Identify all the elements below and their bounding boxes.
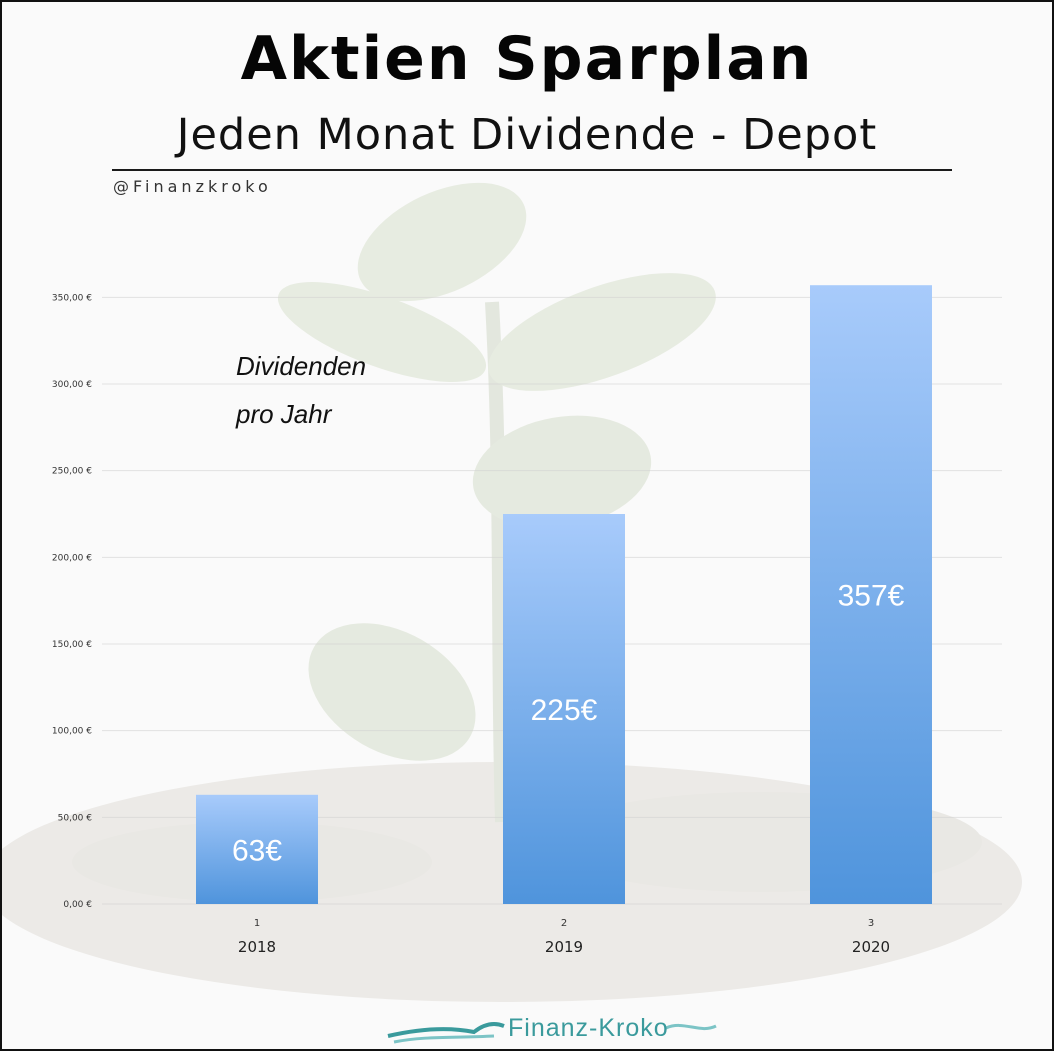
chart-annotation: Dividenden pro Jahr	[236, 342, 366, 438]
y-tick-label: 300,00 €	[52, 380, 92, 390]
x-category-label: 2020	[852, 938, 890, 956]
bar-value-label: 63€	[232, 834, 282, 867]
annotation-line-2: pro Jahr	[236, 399, 332, 429]
logo-text: Finanz-Kroko	[508, 1014, 669, 1042]
x-category-label: 2019	[545, 938, 583, 956]
bar-value-label: 357€	[838, 580, 905, 613]
label-layer: 0,00 € 50,00 € 100,00 € 150,00 € 200,00 € 250…	[52, 293, 905, 956]
author-handle: @Finanzkroko	[113, 177, 272, 196]
y-tick-label: 50,00 €	[58, 813, 93, 823]
x-index-label: 1	[254, 918, 260, 929]
x-index-label: 3	[868, 918, 874, 929]
y-tick-label: 200,00 €	[52, 553, 92, 563]
y-tick-label: 100,00 €	[52, 727, 92, 737]
y-tick-label: 0,00 €	[63, 900, 92, 910]
page-subtitle: Jeden Monat Dividende - Depot	[176, 110, 878, 160]
bar	[810, 285, 932, 904]
bar-value-label: 225€	[531, 694, 598, 727]
y-tick-label: 350,00 €	[52, 293, 92, 303]
x-index-label: 2	[561, 918, 567, 929]
annotation-line-1: Dividenden	[236, 351, 367, 381]
y-tick-label: 150,00 €	[52, 640, 92, 650]
title-divider	[112, 169, 952, 171]
finanz-kroko-logo: Finanz-Kroko	[384, 1012, 724, 1048]
crocodile-wave-icon	[387, 1022, 717, 1044]
bar	[503, 514, 625, 904]
x-category-label: 2018	[238, 938, 276, 956]
bar-layer	[196, 285, 932, 904]
y-tick-label: 250,00 €	[52, 467, 92, 477]
page-title: Aktien Sparplan	[240, 24, 814, 94]
bar	[196, 794, 318, 904]
